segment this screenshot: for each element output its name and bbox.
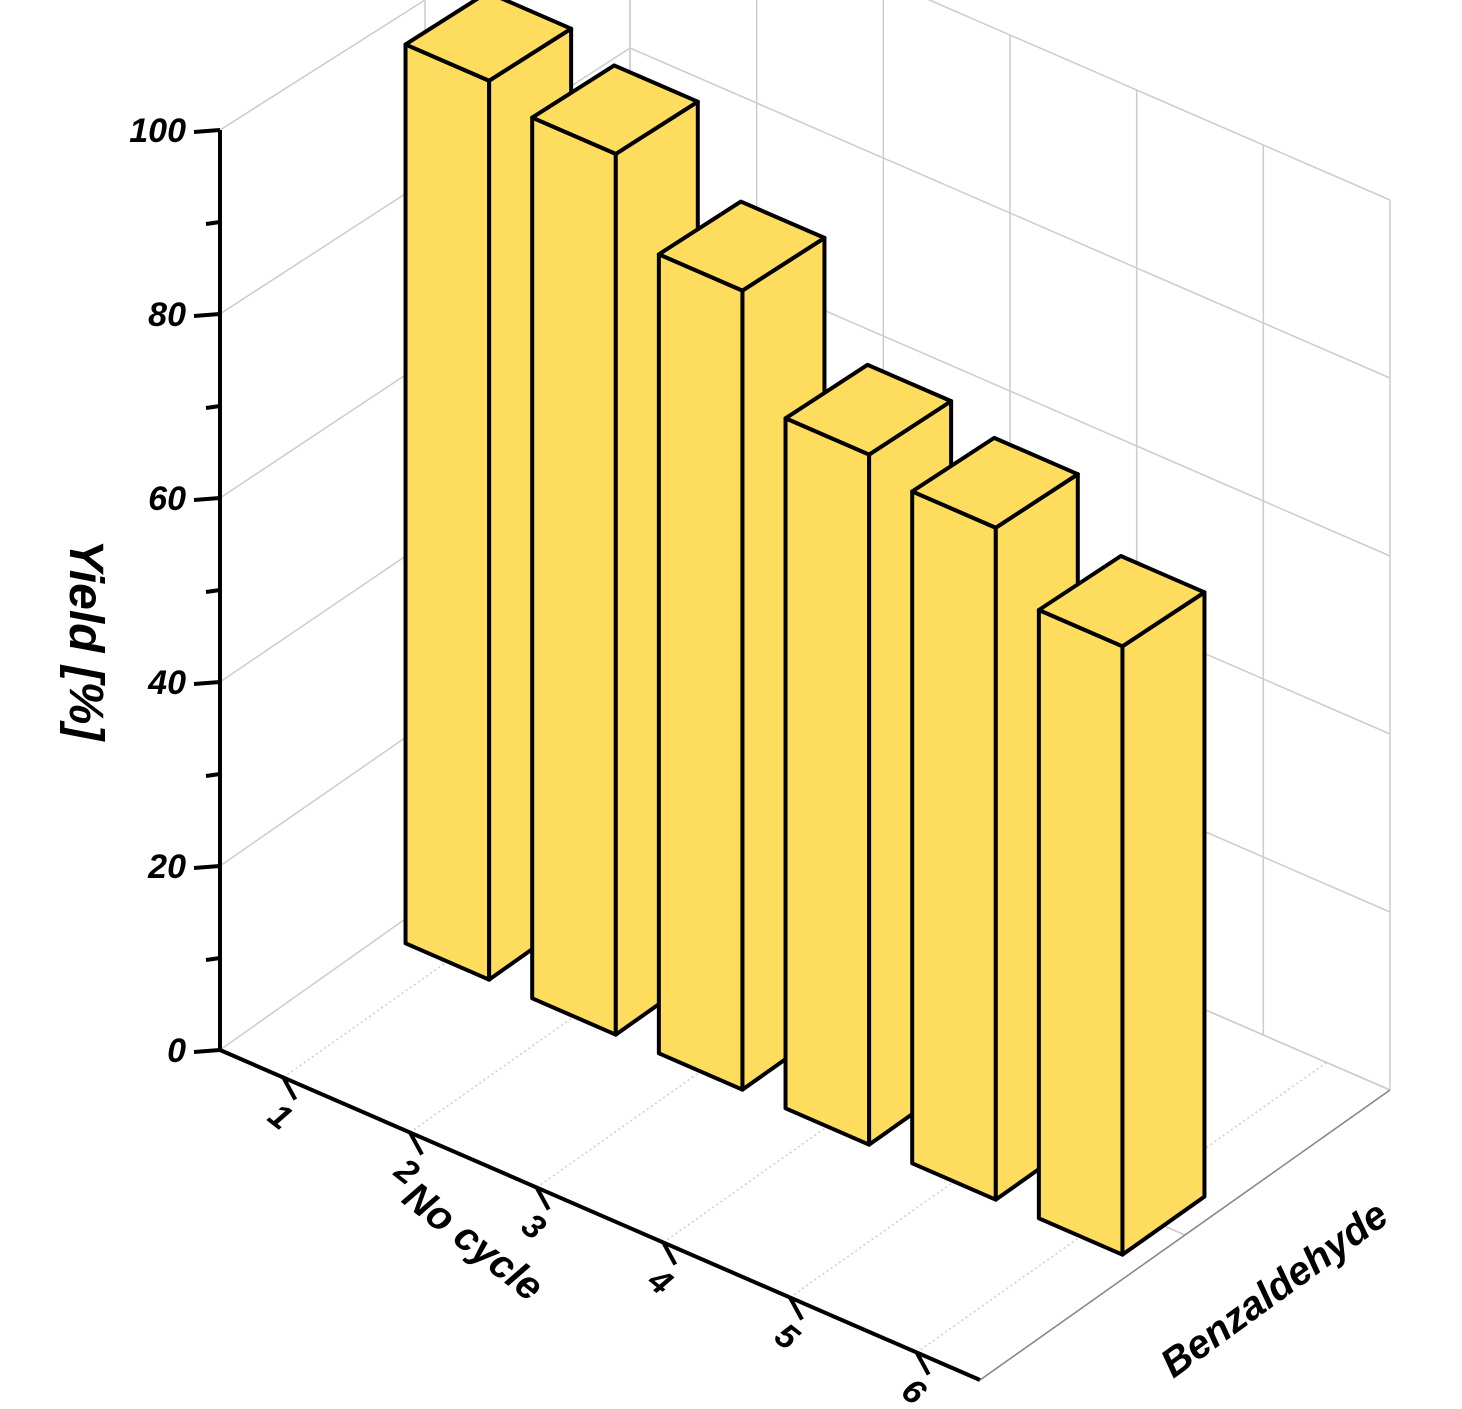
bar-top-face xyxy=(403,0,574,83)
y-tick-label: 80 xyxy=(148,296,186,334)
y-tick-label: 0 xyxy=(167,1032,186,1070)
y-tick-label: 40 xyxy=(147,664,186,702)
y-major-tick xyxy=(193,680,221,686)
y-minor-tick xyxy=(205,956,221,962)
y-minor-tick xyxy=(205,588,221,594)
x-tick xyxy=(534,1186,551,1211)
y-major-tick xyxy=(193,1048,221,1054)
bar-top-face xyxy=(530,63,700,156)
y-major-tick xyxy=(193,128,221,134)
y-axis-title: Yield [%] xyxy=(59,540,112,743)
bar-top-face xyxy=(1036,554,1207,649)
x-tick-label: 3 xyxy=(514,1206,552,1248)
x-tick xyxy=(914,1351,931,1376)
y-major-tick xyxy=(193,312,221,318)
y-minor-tick xyxy=(205,404,221,410)
x-tick xyxy=(281,1076,298,1101)
x-axis-line xyxy=(219,1048,981,1382)
x-tick-label: 6 xyxy=(894,1371,933,1409)
x-tick xyxy=(661,1241,678,1266)
y-minor-tick xyxy=(205,220,221,226)
y-tick-label: 20 xyxy=(147,848,186,886)
bar-top-face xyxy=(783,362,954,457)
depth-axis-line xyxy=(979,1089,1391,1381)
bar-front-face xyxy=(1036,607,1125,1257)
chart-bars xyxy=(403,0,1207,1257)
bar-top-face xyxy=(656,199,827,293)
x-tick-label: 4 xyxy=(640,1260,679,1302)
y-major-tick xyxy=(193,496,221,502)
bar-6 xyxy=(1036,554,1207,1257)
bar-front-face xyxy=(910,489,998,1202)
left-wall-gridline xyxy=(219,0,427,131)
y-tick-label: 60 xyxy=(148,480,186,518)
bar-side-face xyxy=(1120,590,1207,1257)
z-axis-title: Benzaldehyde xyxy=(1153,1193,1396,1387)
bar-front-face xyxy=(783,416,872,1147)
y-minor-tick xyxy=(205,772,221,778)
x-tick-label: 5 xyxy=(768,1316,807,1358)
bar-top-face xyxy=(910,435,1080,530)
x-tick xyxy=(408,1131,424,1156)
bar-front-face xyxy=(403,42,492,982)
x-tick xyxy=(788,1296,804,1321)
x-tick-label: 1 xyxy=(261,1096,299,1138)
bar-front-face xyxy=(530,115,618,1037)
y-major-tick xyxy=(193,864,221,870)
y-tick-label: 100 xyxy=(129,112,186,150)
chart-axes xyxy=(193,128,1391,1382)
bar-front-face xyxy=(656,252,745,1092)
